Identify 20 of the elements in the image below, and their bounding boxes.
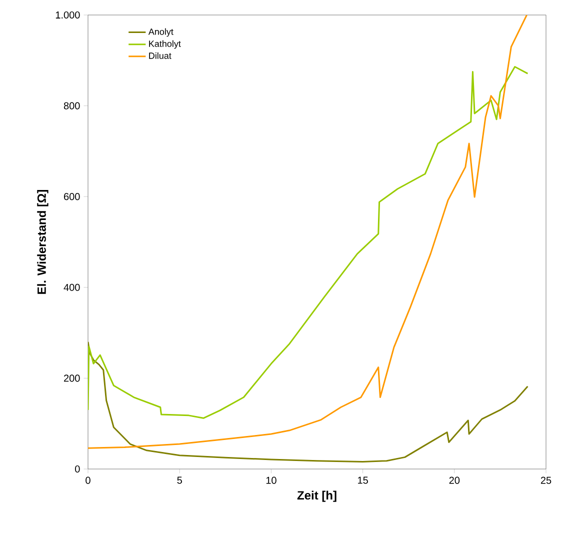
- x-tick-label: 5: [177, 476, 182, 484]
- x-tick-label: 10: [266, 476, 276, 484]
- line-series: [88, 66, 528, 419]
- x-tick-label: 25: [540, 476, 552, 484]
- x-tick-label: 15: [358, 476, 368, 484]
- y-tick-label: 600: [64, 193, 80, 200]
- x-tick-label: 20: [449, 476, 460, 484]
- x-tick-label: 0: [86, 476, 90, 484]
- y-tick-label: 400: [64, 284, 80, 291]
- x-axis-title: Zeit [h]: [297, 490, 336, 502]
- y-tick-label: 800: [64, 102, 80, 110]
- y-axis-title: El. Widerstand [Ω]: [37, 190, 48, 294]
- legend-label: Katholyt: [149, 40, 181, 49]
- line-series: [88, 341, 528, 462]
- legend-label: Diluat: [149, 52, 172, 59]
- y-tick-label: 200: [64, 374, 80, 382]
- y-tick-label: 0: [75, 465, 80, 473]
- line-series: [88, 14, 528, 449]
- y-tick-label: 1.000: [56, 11, 80, 19]
- legend-label: Anolyt: [148, 28, 174, 37]
